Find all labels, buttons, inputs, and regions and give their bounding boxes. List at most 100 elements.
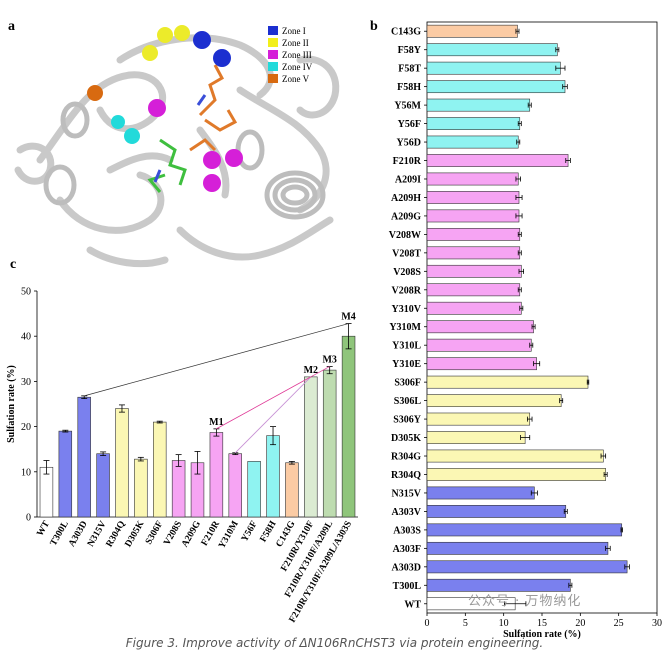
- bar: [426, 227, 521, 241]
- category-label: A303F: [393, 544, 421, 555]
- category-label: A303D: [392, 562, 421, 573]
- legend-swatch: [268, 74, 278, 83]
- zone-spheres: [87, 25, 243, 192]
- bar: [58, 430, 73, 518]
- bar: [426, 486, 535, 500]
- bar: [426, 209, 520, 223]
- category-label: V208S: [393, 267, 421, 278]
- bar: [426, 24, 518, 38]
- bar: [426, 264, 522, 278]
- legend-label: Zone I: [282, 26, 306, 36]
- bar: [153, 421, 167, 518]
- category-label: V208W: [389, 230, 421, 241]
- y-tick-label: 0: [26, 513, 31, 524]
- category-label: F58T: [398, 64, 421, 75]
- bar: [426, 117, 521, 130]
- x-tick-label: 25: [614, 618, 624, 629]
- annotation-label: M4: [341, 312, 355, 323]
- category-label: Y310E: [392, 359, 421, 370]
- bar: [266, 435, 280, 518]
- bar: [39, 466, 54, 518]
- y-axis-label: Sulfation rate (%): [6, 365, 17, 443]
- category-label: S306L: [394, 396, 422, 407]
- bar: [341, 335, 356, 518]
- bar: [426, 98, 531, 112]
- x-tick-label: 20: [575, 618, 585, 629]
- category-label: WT: [35, 519, 52, 538]
- category-label: A209G: [391, 211, 421, 222]
- legend-swatch: [268, 26, 278, 35]
- category-label: C143G: [391, 27, 421, 38]
- bar: [426, 560, 628, 574]
- category-label: F58Y: [398, 45, 422, 56]
- protein-helices: [43, 101, 326, 220]
- category-label: D305K: [124, 519, 147, 549]
- bar: [426, 375, 589, 389]
- bar: [426, 505, 567, 518]
- bar: [77, 396, 91, 518]
- category-label: Y310V: [392, 304, 422, 315]
- bar: [426, 394, 562, 408]
- connector-line: [235, 376, 312, 454]
- category-label: F210R: [393, 156, 422, 167]
- category-label: T300L: [393, 581, 422, 592]
- legend-label: Zone II: [282, 38, 309, 48]
- bar: [426, 61, 561, 75]
- category-label: R304G: [391, 452, 421, 463]
- category-label: V208T: [392, 248, 421, 259]
- bar: [426, 80, 566, 94]
- category-label: S306F: [394, 378, 421, 389]
- category-label: Y56M: [394, 101, 421, 112]
- y-tick-label: 10: [21, 467, 31, 478]
- y-tick-label: 20: [21, 422, 31, 433]
- x-tick-label: 5: [463, 618, 468, 629]
- bar: [426, 431, 526, 444]
- category-label: Y310L: [392, 341, 421, 352]
- category-label: V208R: [392, 285, 422, 296]
- annotation-label: M2: [304, 365, 318, 376]
- bar: [426, 191, 520, 204]
- bar: [322, 369, 337, 518]
- bar: [426, 43, 558, 57]
- category-label: Y56D: [397, 138, 421, 149]
- bar: [426, 283, 521, 297]
- bar: [426, 154, 569, 167]
- panel-c-label: c: [10, 257, 16, 272]
- y-tick-label: 50: [21, 287, 31, 298]
- watermark: 公众号 · 万物纳化: [468, 594, 582, 609]
- annotation-label: M1: [209, 417, 223, 428]
- bar: [426, 135, 519, 149]
- category-label: Y310M: [389, 322, 421, 333]
- connector-line: [216, 366, 330, 430]
- category-label: N315V: [392, 488, 422, 499]
- bar: [426, 320, 534, 334]
- y-tick-label: 40: [21, 332, 31, 343]
- bar: [228, 453, 242, 518]
- legend-swatch: [268, 50, 278, 59]
- legend-label: Zone III: [282, 50, 312, 60]
- bar: [426, 449, 604, 463]
- y-tick-label: 30: [21, 377, 31, 388]
- category-label: F58H: [397, 82, 421, 93]
- bar: [426, 246, 521, 260]
- bar: [426, 172, 519, 186]
- bar: [115, 408, 129, 518]
- bar: [426, 541, 609, 555]
- bar: [134, 458, 148, 518]
- category-label: D305K: [391, 433, 421, 444]
- bar: [285, 462, 299, 518]
- x-tick-label: 10: [499, 618, 509, 629]
- bar: [209, 432, 224, 518]
- bar: [171, 460, 186, 518]
- category-label: Y56F: [240, 519, 260, 543]
- category-label: WT: [404, 599, 421, 610]
- panel-b-label: b: [370, 19, 378, 34]
- legend-label: Zone V: [282, 74, 310, 84]
- category-label: R304Q: [391, 470, 421, 481]
- category-label: A209H: [391, 193, 421, 204]
- bar: [304, 376, 318, 518]
- bar: [426, 338, 532, 352]
- figure-caption: Figure 3. Improve activity of ΔN106RnCHS…: [125, 636, 544, 650]
- bar: [426, 301, 522, 315]
